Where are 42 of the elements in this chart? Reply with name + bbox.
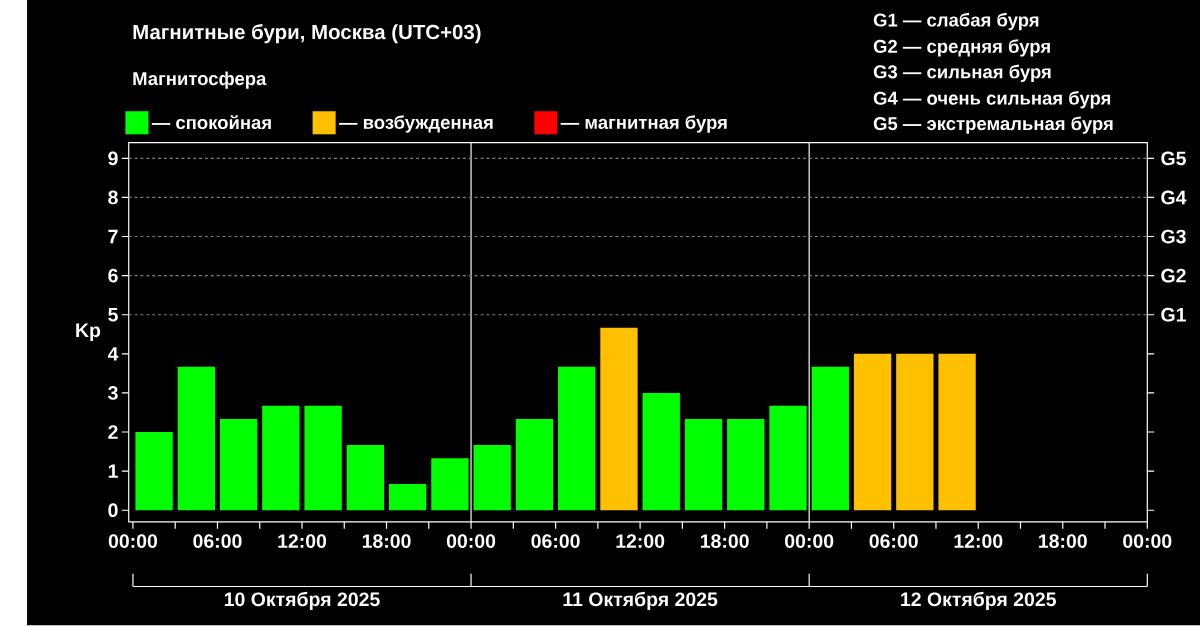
x-tick-label: 12:00 (278, 534, 327, 549)
ref-line-label: G5 (1161, 151, 1186, 166)
legend-label: — спокойная (151, 115, 271, 130)
legend-label: — магнитная буря (560, 115, 727, 133)
ref-line-label: G4 (1161, 190, 1187, 205)
y-tick-label: 2 (108, 425, 118, 440)
y-tick-label: 5 (108, 308, 118, 322)
text: 11 Октября 2025 (563, 591, 718, 611)
y-tick-label: 9 (108, 151, 118, 166)
x-tick-label: 00:00 (1123, 534, 1172, 549)
y-axis-title: Kp (76, 323, 101, 342)
y-tick-label: 6 (108, 268, 118, 283)
x-tick-label: 06:00 (531, 534, 580, 549)
x-tick-label: 00:00 (785, 534, 834, 549)
y-tick-label: 8 (108, 190, 118, 205)
x-tick-label: 06:00 (193, 534, 242, 549)
x-tick-label: 12:00 (954, 534, 1003, 549)
legend-label: — возбужденная (339, 115, 493, 133)
chart-subtitle: Магнитосфера (133, 71, 267, 90)
text: 10 Октября 2025 (224, 591, 380, 611)
text: G3 — сильная буря (873, 64, 1051, 83)
x-tick-label: 00:00 (446, 534, 496, 549)
x-tick-label: 18:00 (362, 534, 411, 549)
x-tick-label: 00:00 (108, 534, 158, 549)
x-tick-label: 06:00 (869, 534, 918, 549)
x-tick-label: 18:00 (700, 534, 749, 549)
y-tick-label: 4 (107, 347, 119, 361)
text: G4 — очень сильная буря (873, 91, 1111, 109)
y-tick-label: 1 (108, 464, 118, 479)
y-tick-label: 7 (108, 230, 118, 244)
text: 12 Октября 2025 (901, 591, 1056, 611)
x-tick-label: 12:00 (616, 534, 665, 549)
ref-line-label: G2 (1161, 268, 1186, 283)
chart-title: Магнитные бури, Москва (UTC+03) (133, 24, 481, 44)
ref-line-label: G1 (1161, 308, 1186, 322)
text: G5 — экстремальная буря (873, 116, 1113, 135)
text: G2 — средняя буря (873, 39, 1050, 57)
x-tick-label: 18:00 (1039, 534, 1087, 549)
y-tick-label: 0 (108, 503, 118, 518)
text: G1 — слабая буря (873, 13, 1039, 31)
y-tick-label: 3 (108, 386, 118, 401)
ref-line-label: G3 (1161, 229, 1186, 244)
